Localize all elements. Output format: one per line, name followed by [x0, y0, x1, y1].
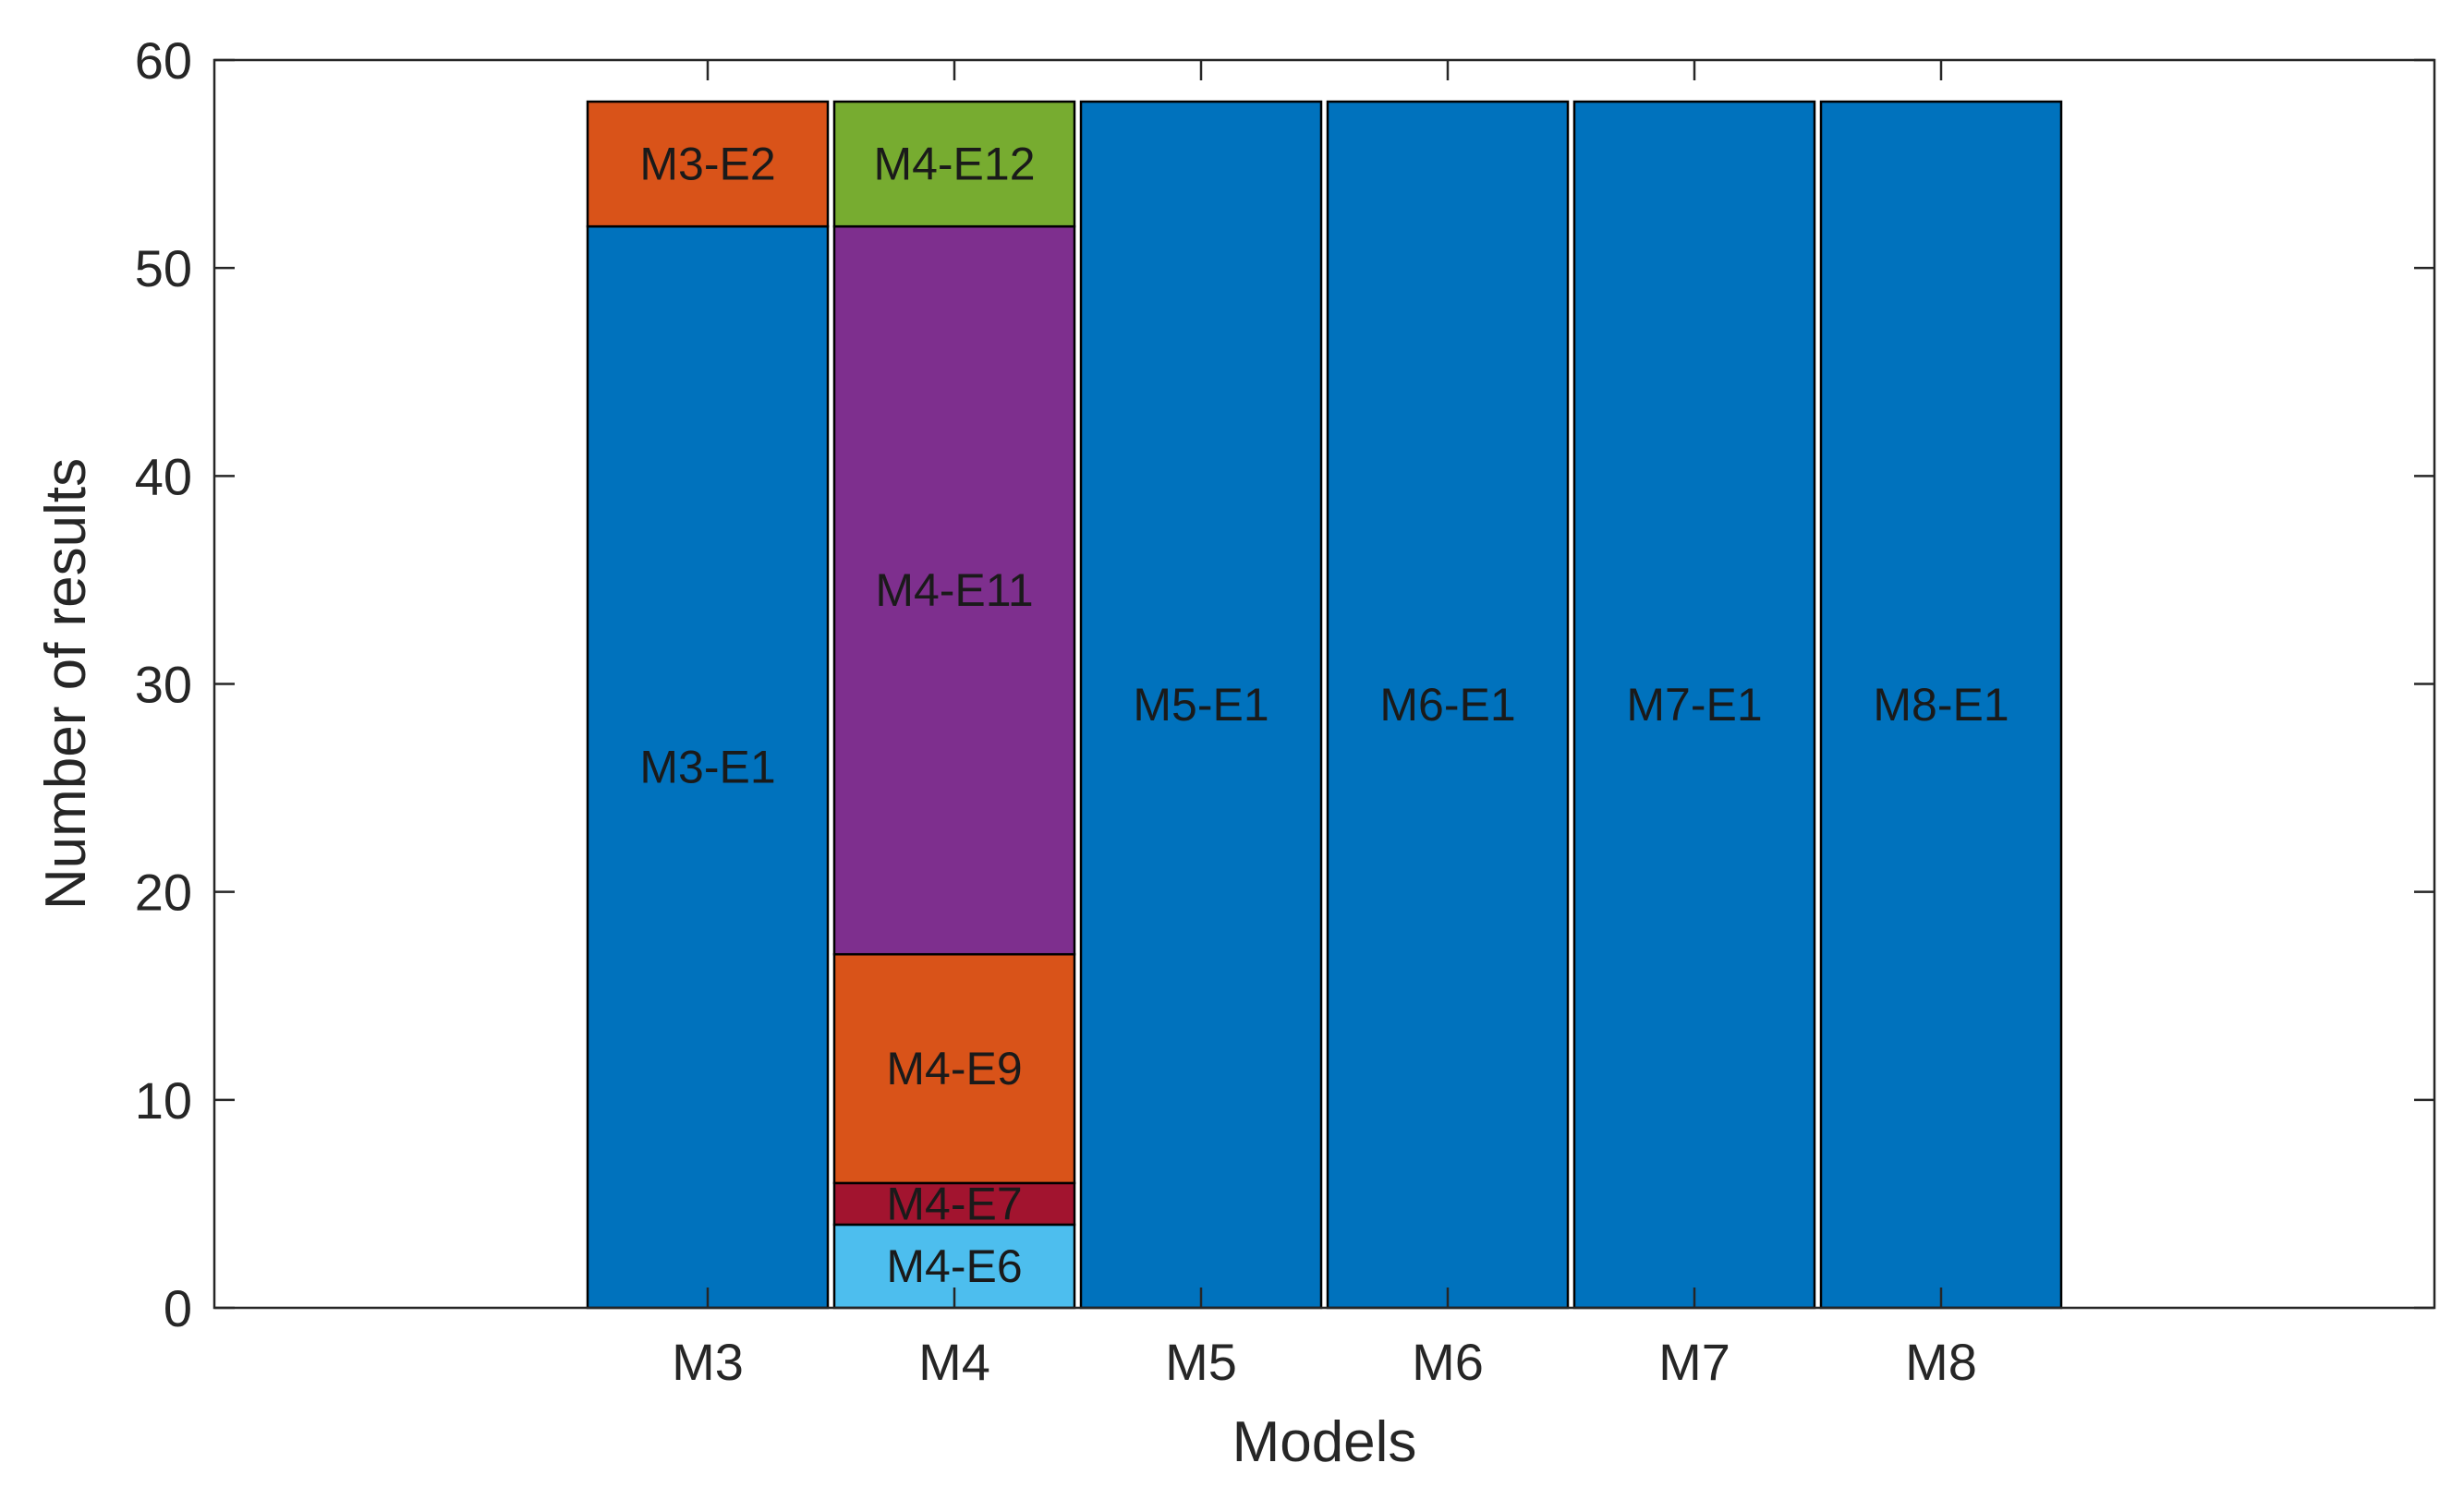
x-tick-label: M7 [1658, 1333, 1730, 1391]
segment-label-m5-e1: M5-E1 [1133, 679, 1268, 731]
segment-label-m7-e1: M7-E1 [1626, 679, 1762, 731]
bar-segment-m5-e1 [1079, 100, 1323, 1310]
bar-segment-m3-e2 [586, 100, 830, 228]
bars-layer [586, 100, 2063, 1310]
y-tick-label: 60 [135, 31, 192, 90]
y-axis-label: Number of results [34, 458, 98, 910]
bar-segment-m6-e1 [1326, 100, 1570, 1310]
bar-segment-m4-e9 [832, 952, 1076, 1185]
x-tick-label: M5 [1165, 1333, 1237, 1391]
bar-segment-m4-e7 [832, 1181, 1076, 1227]
y-tick-label: 40 [135, 447, 192, 505]
x-tick-label: M6 [1412, 1333, 1484, 1391]
y-tick-label: 10 [135, 1071, 192, 1130]
x-tick-label: M8 [1905, 1333, 1977, 1391]
segment-label-m4-e6: M4-E6 [886, 1240, 1022, 1292]
segment-label-m4-e11: M4-E11 [875, 564, 1033, 616]
segment-labels-layer: M3-E1 M3-E2 M4-E6 M4-E7 M4-E9 M4-E11 M4-E12 M5-… [639, 139, 2009, 1292]
axes-layer: 0 10 20 30 40 50 60 M3 M4 M5 M6 M7 M8 [135, 31, 2436, 1391]
x-tick-label: M4 [918, 1333, 990, 1391]
bar-segment-m3-e1 [586, 224, 830, 1310]
segment-label-m4-e7: M4-E7 [886, 1178, 1022, 1229]
bar-segment-m7-e1 [1572, 100, 1816, 1310]
segment-label-m3-e2: M3-E2 [639, 139, 775, 190]
y-tick-label: 50 [135, 239, 192, 297]
bar-segment-m4-e11 [832, 224, 1076, 956]
bar-segment-m4-e12 [832, 100, 1076, 228]
y-tick-label: 30 [135, 656, 192, 714]
segment-label-m4-e9: M4-E9 [886, 1043, 1022, 1094]
y-tick-label: 0 [164, 1279, 192, 1337]
segment-label-m3-e1: M3-E1 [639, 742, 775, 793]
segment-label-m8-e1: M8-E1 [1873, 679, 2009, 731]
segment-label-m4-e12: M4-E12 [873, 139, 1035, 190]
segment-label-m6-e1: M6-E1 [1379, 679, 1515, 731]
x-tick-label: M3 [672, 1333, 744, 1391]
x-axis-label: Models [1232, 1410, 1417, 1474]
y-tick-label: 20 [135, 864, 192, 922]
